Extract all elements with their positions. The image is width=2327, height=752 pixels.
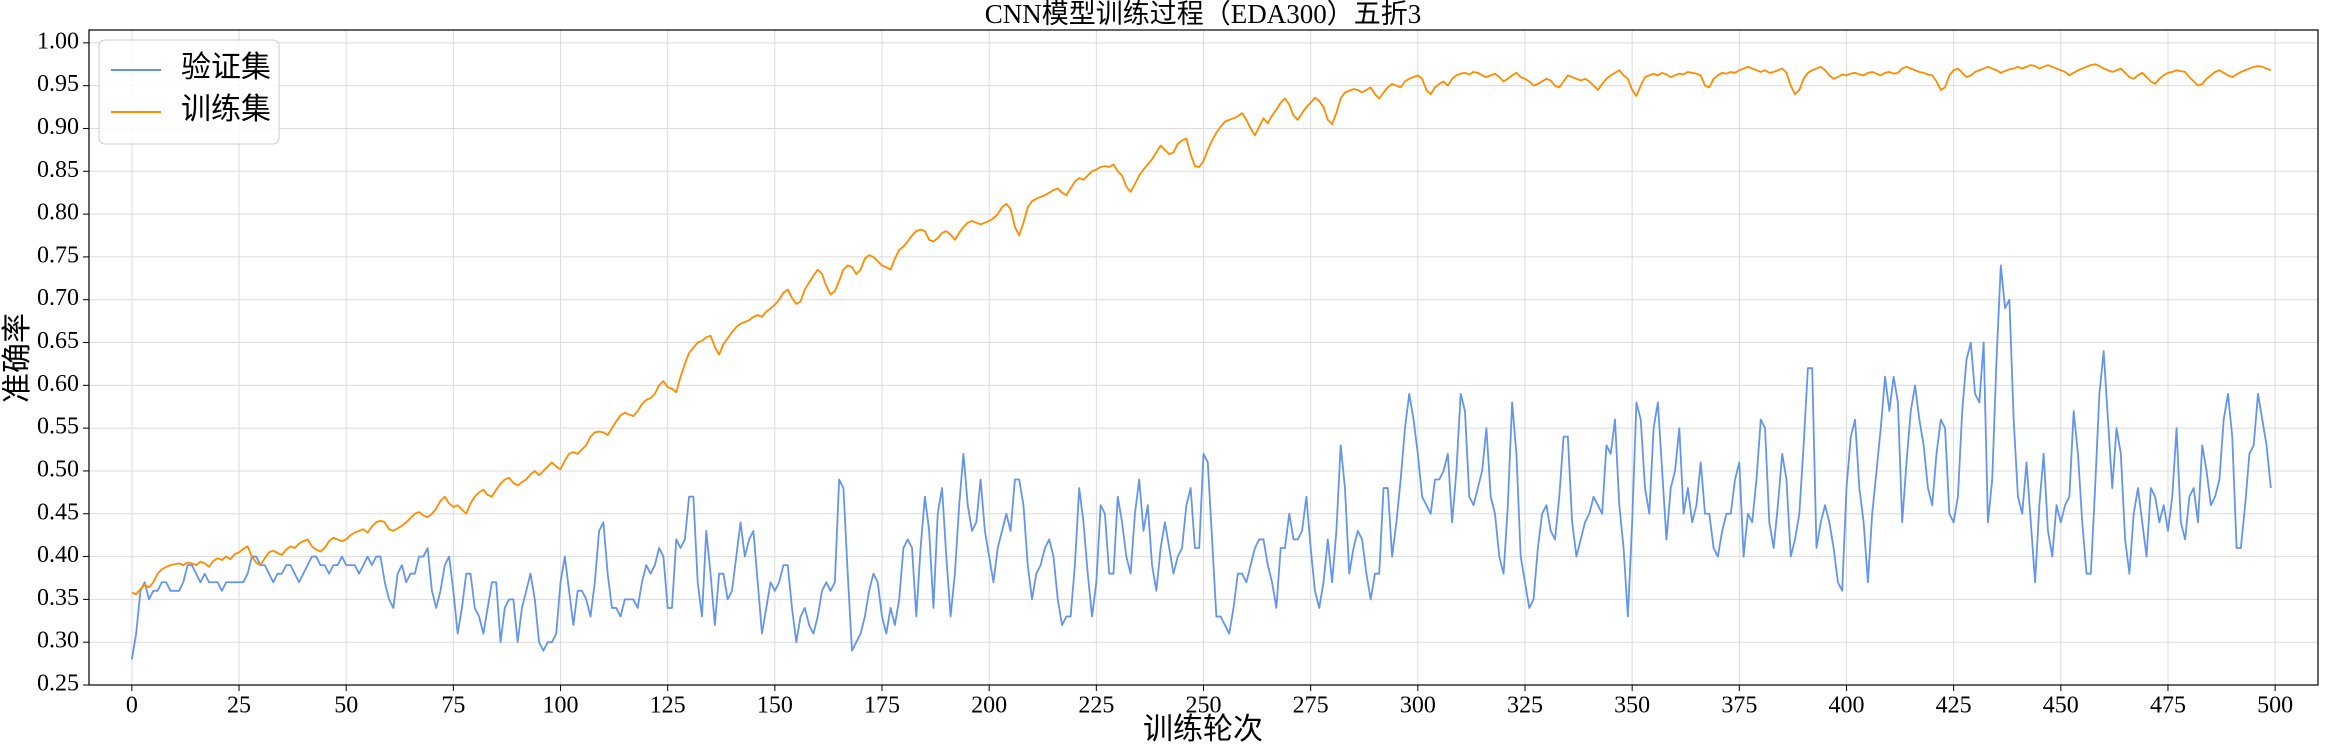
y-tick-label: 0.35 [37,585,79,611]
y-tick-label: 0.45 [37,499,79,525]
x-tick-label: 125 [650,693,686,719]
y-tick-label: 0.60 [37,371,79,397]
legend-label: 训练集 [181,93,271,126]
x-tick-label: 225 [1078,693,1114,719]
x-tick-label: 200 [971,693,1007,719]
x-tick-label: 250 [1186,693,1222,719]
x-tick-label: 375 [1721,693,1757,719]
chart-title: CNN模型训练过程（EDA300）五折3 [985,0,1422,29]
x-tick-label: 400 [1828,693,1864,719]
y-tick-label: 0.75 [37,242,79,268]
y-tick-label: 0.40 [37,542,79,568]
legend-label: 验证集 [181,51,271,84]
x-tick-label: 300 [1400,693,1436,719]
y-tick-label: 0.95 [37,71,79,97]
x-tick-label: 175 [864,693,900,719]
x-tick-label: 500 [2257,693,2293,719]
x-tick-label: 150 [757,693,793,719]
y-tick-label: 0.30 [37,628,79,654]
y-tick-label: 0.25 [37,671,79,697]
x-tick-label: 425 [1936,693,1972,719]
x-tick-label: 25 [227,693,251,719]
x-tick-label: 450 [2043,693,2079,719]
series-line [131,63,2272,596]
y-tick-label: 0.85 [37,157,79,183]
plot-frame [88,29,2319,686]
series-line [130,264,2272,660]
x-tick-label: 475 [2150,693,2186,719]
x-tick-label: 50 [334,693,358,719]
y-tick-label: 0.70 [37,285,79,311]
x-tick-label: 350 [1614,693,1650,719]
x-axis-label: 训练轮次 [1143,713,1263,746]
y-tick-label: 0.50 [37,456,79,482]
y-tick-label: 0.90 [37,114,79,140]
x-tick-label: 100 [543,693,579,719]
x-tick-label: 325 [1507,693,1543,719]
y-axis-label: 准确率 [1,313,34,403]
x-tick-label: 0 [126,693,138,719]
x-tick-label: 75 [441,693,465,719]
y-tick-label: 0.55 [37,414,79,440]
y-tick-label: 1.00 [37,28,79,54]
x-tick-label: 275 [1293,693,1329,719]
y-tick-label: 0.65 [37,328,79,354]
y-tick-label: 0.80 [37,200,79,226]
legend-box [98,39,280,145]
